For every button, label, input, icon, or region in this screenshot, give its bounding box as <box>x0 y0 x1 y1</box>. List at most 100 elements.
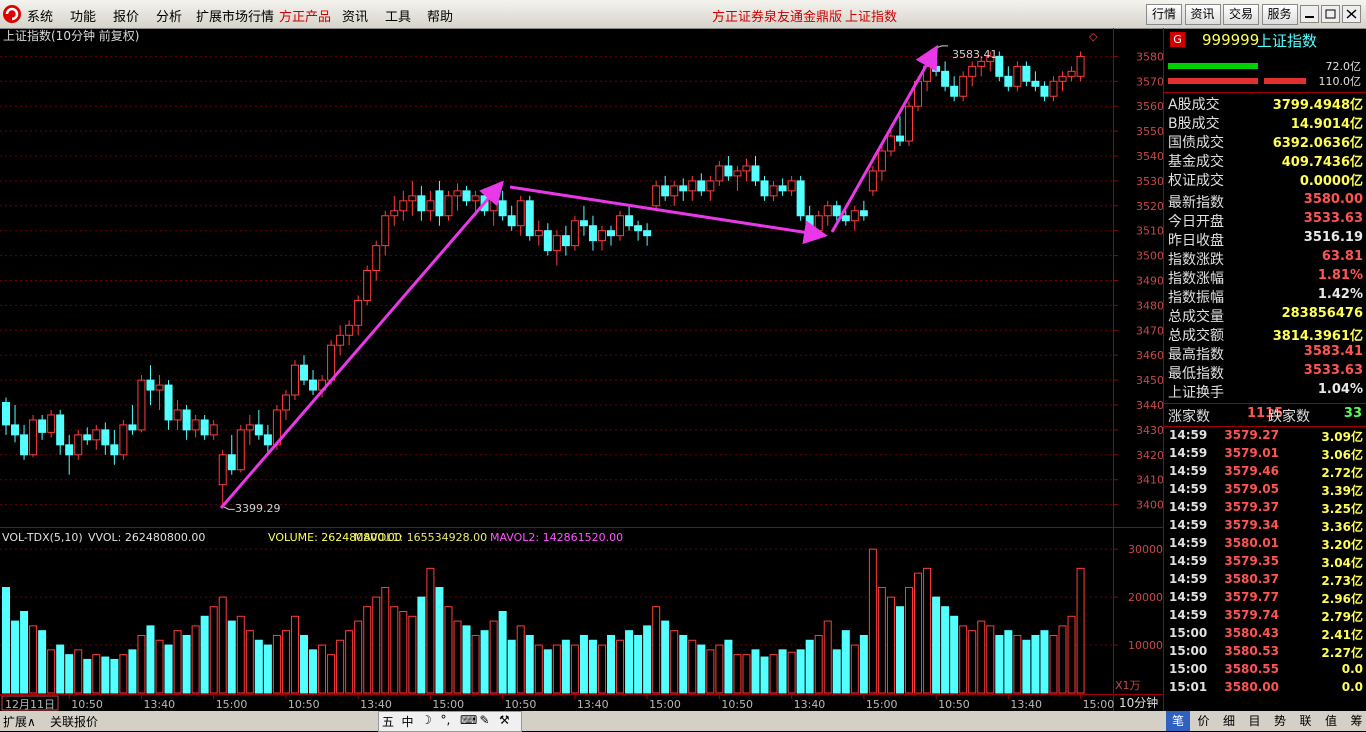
candle-body <box>743 166 750 171</box>
candle-body <box>228 455 235 470</box>
candle-body <box>635 226 642 231</box>
tab[interactable]: 价 <box>1192 711 1216 731</box>
candle-body <box>842 216 849 221</box>
tab[interactable]: 值 <box>1319 711 1343 731</box>
volume-bar <box>626 631 633 693</box>
toolbar-button[interactable]: ⌨ <box>460 713 477 727</box>
stat-label: 最高指数 <box>1168 344 1224 364</box>
volume-bar <box>391 607 398 693</box>
trade-amount: 0.0 <box>1342 680 1363 694</box>
volume-bar <box>255 640 262 693</box>
code: 999999 <box>1202 31 1259 49</box>
top-button[interactable]: 资讯 <box>1185 4 1221 25</box>
y-tick-label: 20000 <box>1128 591 1163 604</box>
toolbar-button[interactable]: ☽ <box>421 713 432 727</box>
menu-item[interactable]: 分析 <box>156 6 182 25</box>
toolbar-button[interactable]: °, <box>441 713 451 727</box>
tab[interactable]: 联 <box>1294 711 1318 731</box>
x-tick-label: 13:40 <box>1010 698 1042 711</box>
candle-body <box>942 71 949 86</box>
volume-bar <box>608 635 615 693</box>
toolbar-button[interactable]: ✎ <box>480 713 490 727</box>
volume-bar <box>264 645 271 693</box>
menu-item[interactable]: 功能 <box>70 6 96 25</box>
candle-body <box>671 186 678 196</box>
logo <box>2 4 22 24</box>
top-button[interactable]: 交易 <box>1223 4 1259 25</box>
candle-body <box>833 206 840 216</box>
tab[interactable]: 笔 <box>1166 711 1190 731</box>
toolbar-button[interactable]: 中 <box>402 713 414 730</box>
volume-bar <box>978 621 985 693</box>
menu-item[interactable]: 资讯 <box>342 6 368 25</box>
trade-amount: 3.04亿 <box>1321 554 1363 571</box>
candle-body <box>517 201 524 226</box>
tab[interactable]: 细 <box>1217 711 1241 731</box>
candle-body <box>156 385 163 390</box>
volume-bar <box>644 626 651 693</box>
candle-body <box>418 196 425 211</box>
menu-item[interactable]: 系统 <box>27 6 53 25</box>
candle-body <box>201 420 208 435</box>
x-tick-label: 15:00 <box>432 698 464 711</box>
volume-bar <box>463 626 470 693</box>
volume-bar <box>635 635 642 693</box>
menu-item[interactable]: 扩展市场行情 <box>196 6 274 25</box>
bar-label: 72.0亿 <box>1326 58 1362 74</box>
stat-label: 基金成交 <box>1168 151 1224 171</box>
top-button[interactable]: 服务 <box>1262 4 1298 25</box>
volume-bar <box>562 640 569 693</box>
candle-body <box>698 181 705 191</box>
tab[interactable]: 势 <box>1268 711 1292 731</box>
window-controls[interactable] <box>1300 5 1362 23</box>
toolbar-button[interactable]: 五 <box>382 713 394 730</box>
stat-label: 最低指数 <box>1168 363 1224 383</box>
volume-bar <box>571 645 578 693</box>
stat-label: A股成交 <box>1168 94 1220 114</box>
separator <box>1164 426 1366 427</box>
candle-body <box>373 246 380 271</box>
stat-label: 国债成交 <box>1168 132 1224 152</box>
candle-body <box>102 430 109 445</box>
y-tick-label: 3480 <box>1136 299 1163 312</box>
tab[interactable]: 筹 <box>1345 711 1366 731</box>
menu-item[interactable]: 帮助 <box>427 6 453 25</box>
menu-item[interactable]: 方正产品 <box>279 6 331 25</box>
trade-amount: 2.96亿 <box>1321 590 1363 607</box>
trade-amount: 0.0 <box>1342 662 1363 676</box>
candle-body <box>183 410 190 430</box>
candle-body <box>508 216 515 226</box>
toolbar-button[interactable]: ⚒ <box>499 713 510 727</box>
candle-body <box>1068 71 1075 76</box>
volume-bar <box>400 612 407 694</box>
bottom-link[interactable]: 关联报价 <box>50 713 98 730</box>
menu-item[interactable]: 报价 <box>113 6 139 25</box>
volume-bar <box>734 655 741 693</box>
volume-bar <box>481 631 488 693</box>
candle-body <box>165 385 172 420</box>
volume-bar <box>770 655 777 693</box>
trade-time: 14:59 <box>1169 446 1207 460</box>
volume-bar <box>328 655 335 693</box>
volume-bar <box>102 657 109 693</box>
trade-amount: 2.72亿 <box>1321 464 1363 481</box>
volume-bar <box>165 645 172 693</box>
volume-bar <box>246 631 253 693</box>
candle-body <box>707 181 714 191</box>
y-tick-label: 3450 <box>1136 374 1163 387</box>
menu-item[interactable]: 工具 <box>385 6 411 25</box>
tab[interactable]: 目 <box>1243 711 1267 731</box>
top-button[interactable]: 行情 <box>1146 4 1182 25</box>
volume-bar <box>725 640 732 693</box>
bottom-link[interactable]: 扩展∧ <box>3 713 36 730</box>
trade-price: 3579.01 <box>1224 446 1279 460</box>
stat-label: 指数涨幅 <box>1168 268 1224 288</box>
x-tick-label: 15:00 <box>866 698 898 711</box>
candle-body <box>427 201 434 211</box>
trade-time: 14:59 <box>1169 428 1207 442</box>
volume-bar <box>147 626 154 693</box>
trade-price: 3580.53 <box>1224 644 1279 658</box>
candle-body <box>969 66 976 76</box>
y-tick-label: 3500 <box>1136 250 1163 263</box>
stat-value: 63.81 <box>1322 249 1363 264</box>
